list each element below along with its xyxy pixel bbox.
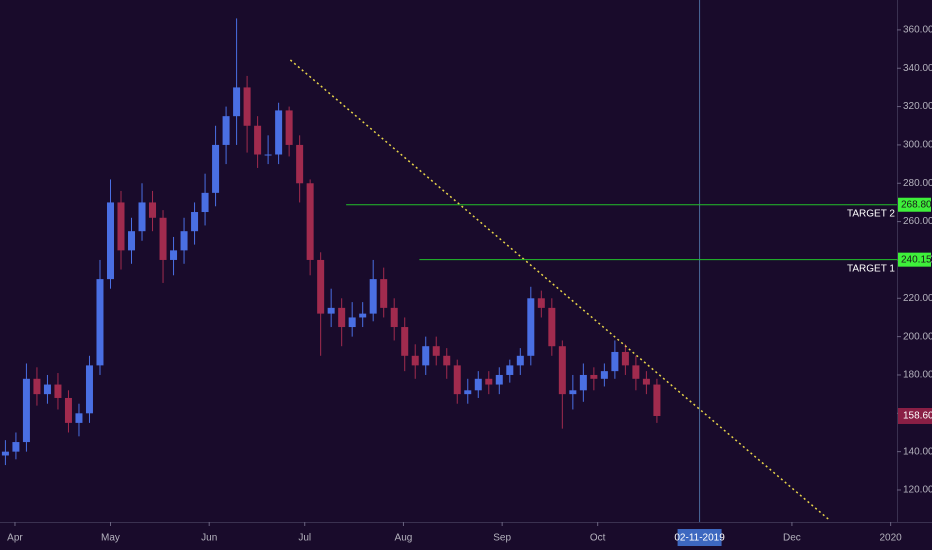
candle-body	[495, 374, 503, 385]
x-tick-label: Apr	[7, 533, 23, 544]
candle-body	[590, 374, 598, 379]
candle-body	[222, 116, 230, 145]
candle-body	[180, 231, 188, 251]
candle-body	[422, 346, 430, 366]
candle-body	[390, 307, 398, 328]
candle-body	[558, 346, 566, 395]
x-tick-label: Dec	[783, 533, 801, 544]
candle-body	[380, 279, 388, 308]
candle-body	[54, 384, 62, 398]
candle-body	[642, 378, 650, 385]
target-badge	[898, 197, 931, 212]
x-tick-label: Jul	[298, 533, 311, 544]
candle-body	[285, 110, 293, 145]
candle-body	[569, 390, 577, 395]
target-badge	[898, 252, 931, 267]
candle-body	[22, 378, 30, 443]
x-tick-label: Jun	[201, 533, 217, 544]
candle-body	[149, 202, 157, 218]
candle-body	[159, 217, 167, 260]
candle-body	[327, 307, 335, 314]
target-name: TARGET 1	[847, 263, 895, 274]
candle-body	[600, 371, 608, 379]
candle-body	[432, 346, 440, 356]
candle-body	[506, 365, 514, 375]
candle-body	[632, 365, 640, 379]
candle-body	[201, 192, 209, 213]
candle-body	[401, 327, 409, 356]
candle-body	[12, 442, 20, 452]
target-label: 268.80	[901, 199, 932, 210]
candle-body	[212, 144, 220, 193]
candle-body	[1, 451, 9, 456]
candle-body	[611, 351, 619, 372]
candle-body	[317, 259, 325, 314]
last-price-badge	[898, 407, 932, 424]
last-price-label: 158.60	[903, 411, 932, 422]
candle-body	[485, 378, 493, 385]
candle-body	[264, 154, 272, 156]
candle-body	[117, 202, 125, 251]
candle-body	[348, 317, 356, 328]
candle-body	[75, 413, 83, 423]
candle-body	[106, 202, 114, 280]
candle-body	[516, 355, 524, 366]
candle-body	[653, 384, 661, 416]
y-tick-label: 320.00	[903, 101, 932, 112]
candle-body	[96, 279, 104, 366]
y-tick-label: 120.00	[903, 485, 932, 496]
candle-body	[33, 378, 41, 395]
crosshair-label: 02-11-2019	[674, 533, 725, 544]
candle-body	[191, 212, 199, 232]
candle-body	[464, 390, 472, 395]
candle-body	[128, 231, 136, 251]
target-label: 240.15	[901, 254, 932, 265]
x-tick-label: Aug	[395, 533, 413, 544]
candle-body	[443, 355, 451, 366]
candle-body	[306, 183, 314, 260]
candle-body	[254, 125, 262, 155]
y-tick-label: 220.00	[903, 293, 932, 304]
candle-body	[43, 384, 51, 395]
x-tick-label: 2020	[880, 533, 903, 544]
candle-body	[369, 279, 377, 314]
y-tick-label: 180.00	[903, 370, 932, 381]
candle-body	[338, 307, 346, 328]
candle-body	[527, 298, 535, 356]
target-name: TARGET 2	[847, 208, 895, 219]
candle-body	[64, 397, 72, 423]
y-tick-label: 360.00	[903, 25, 932, 36]
crosshair-badge	[677, 529, 722, 546]
y-tick-label: 140.00	[903, 446, 932, 457]
candle-body	[359, 313, 367, 318]
trendline	[289, 59, 831, 522]
y-tick-label: 260.00	[903, 216, 932, 227]
y-tick-label: 280.00	[903, 178, 932, 189]
y-tick-label: 300.00	[903, 140, 932, 151]
candle-body	[275, 110, 283, 155]
candle-body	[243, 87, 251, 126]
x-tick-label: Oct	[590, 533, 606, 544]
candle-body	[453, 365, 461, 395]
candle-body	[233, 87, 241, 117]
y-tick-label: 340.00	[903, 63, 932, 74]
candle-body	[474, 378, 482, 391]
candle-body	[411, 355, 419, 366]
candle-body	[537, 298, 545, 308]
candle-body	[621, 351, 629, 366]
candle-body	[296, 144, 304, 184]
candle-body	[548, 307, 556, 347]
y-tick-label: 200.00	[903, 331, 932, 342]
candle-body	[579, 374, 587, 391]
x-tick-label: May	[101, 533, 120, 544]
candle-body	[170, 250, 178, 260]
x-tick-label: Sep	[493, 533, 511, 544]
candle-body	[138, 202, 146, 232]
candle-body	[85, 365, 93, 414]
